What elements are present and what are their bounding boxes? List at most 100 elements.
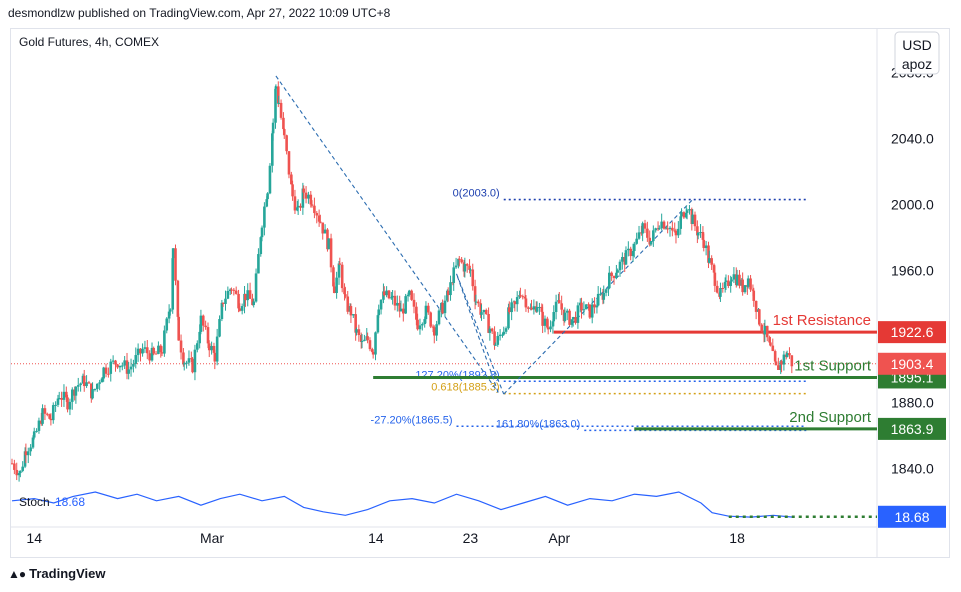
level-price-label-bg bbox=[878, 417, 946, 440]
candle bbox=[193, 344, 197, 381]
candle-body bbox=[204, 325, 207, 328]
candle-body bbox=[234, 290, 238, 294]
candle bbox=[396, 295, 399, 312]
candle bbox=[593, 297, 596, 314]
candle bbox=[43, 404, 47, 421]
candle-body bbox=[588, 304, 592, 318]
candle-body bbox=[154, 353, 158, 355]
candle bbox=[590, 298, 594, 324]
candle-body bbox=[57, 398, 61, 400]
candle bbox=[260, 225, 264, 242]
candle-body bbox=[396, 302, 399, 306]
candle-body bbox=[160, 352, 164, 354]
candle bbox=[204, 320, 207, 330]
candle bbox=[496, 331, 500, 347]
candle-body bbox=[230, 289, 233, 291]
stoch-value-axis-text: 18.68 bbox=[894, 509, 929, 525]
candle bbox=[393, 290, 397, 311]
candle-body bbox=[646, 228, 649, 238]
candle bbox=[479, 299, 482, 319]
candle-body bbox=[696, 226, 699, 236]
candle-body bbox=[182, 352, 185, 365]
candle bbox=[376, 314, 380, 334]
candle-body bbox=[404, 296, 407, 314]
candle-body bbox=[693, 214, 697, 227]
candle-body bbox=[70, 389, 74, 402]
candle-body bbox=[143, 347, 147, 349]
candle bbox=[274, 84, 278, 96]
candle-body bbox=[393, 295, 397, 306]
candle-body bbox=[107, 373, 110, 375]
candle-body bbox=[198, 331, 201, 344]
candle-body bbox=[287, 151, 291, 175]
candle-body bbox=[332, 286, 336, 294]
candle bbox=[351, 314, 355, 319]
candle bbox=[633, 241, 636, 258]
candle-body bbox=[677, 228, 680, 236]
candle-body bbox=[321, 222, 325, 234]
candle-body bbox=[758, 309, 761, 325]
candle bbox=[504, 326, 508, 335]
candle-body bbox=[13, 463, 16, 470]
candle-body bbox=[576, 305, 580, 323]
candle-body bbox=[285, 135, 288, 152]
candle bbox=[32, 427, 36, 440]
candle bbox=[530, 299, 533, 311]
stoch-label: Stoch bbox=[19, 495, 50, 509]
gold-futures-chart[interactable]: 0(2003.0) 127.20%(1892.8)0.618(1885.3) -27… bbox=[11, 29, 949, 557]
candle bbox=[15, 462, 19, 481]
candle-body bbox=[337, 263, 341, 278]
candle-body bbox=[29, 447, 32, 452]
candle-body bbox=[777, 365, 780, 370]
candle bbox=[11, 458, 14, 465]
candle-body bbox=[254, 273, 258, 302]
candle-body bbox=[595, 305, 599, 308]
candle bbox=[248, 282, 252, 299]
candle-body bbox=[187, 358, 191, 363]
candle bbox=[374, 331, 377, 361]
candle-body bbox=[244, 293, 247, 301]
currency-box[interactable]: USD apoz bbox=[894, 31, 940, 75]
candle-body bbox=[463, 264, 467, 272]
candle bbox=[457, 258, 460, 269]
candle-body bbox=[441, 302, 444, 314]
footer-brand[interactable]: ▲● TradingView bbox=[8, 566, 105, 581]
candle-body bbox=[323, 229, 327, 234]
candle-body bbox=[201, 315, 205, 326]
candle bbox=[87, 380, 91, 384]
candle-body bbox=[93, 388, 97, 390]
candle-body bbox=[340, 264, 344, 289]
candle bbox=[98, 379, 101, 391]
candle bbox=[480, 304, 483, 321]
candle bbox=[263, 202, 266, 236]
candle-body bbox=[457, 258, 460, 266]
chart-frame[interactable]: 0(2003.0) 127.20%(1892.8) 0.618(1885.3) -27… bbox=[10, 28, 950, 558]
candle-body bbox=[707, 245, 710, 263]
candle-body bbox=[21, 466, 24, 471]
candle bbox=[232, 288, 236, 296]
level-price-label: 1863.9 bbox=[878, 417, 946, 440]
candle bbox=[257, 248, 260, 274]
candle bbox=[182, 361, 186, 371]
candle-body bbox=[788, 353, 791, 356]
candle bbox=[584, 304, 588, 310]
candle bbox=[252, 298, 255, 308]
candle-body bbox=[54, 404, 57, 406]
candle-body bbox=[532, 306, 536, 310]
candle-body bbox=[15, 469, 19, 476]
candle-body bbox=[363, 339, 366, 341]
candle-body bbox=[354, 314, 357, 333]
candle-body bbox=[268, 165, 272, 194]
candle bbox=[685, 208, 689, 220]
candle-body bbox=[580, 302, 583, 311]
candle bbox=[552, 305, 556, 327]
candle bbox=[213, 349, 217, 370]
harmonic-pattern-line bbox=[275, 75, 499, 393]
candle bbox=[715, 280, 719, 294]
candle-body bbox=[165, 318, 169, 331]
stoch-line bbox=[11, 491, 793, 518]
candle bbox=[51, 402, 55, 424]
candle-body bbox=[454, 265, 458, 268]
candle bbox=[538, 302, 541, 315]
candle bbox=[677, 221, 680, 239]
